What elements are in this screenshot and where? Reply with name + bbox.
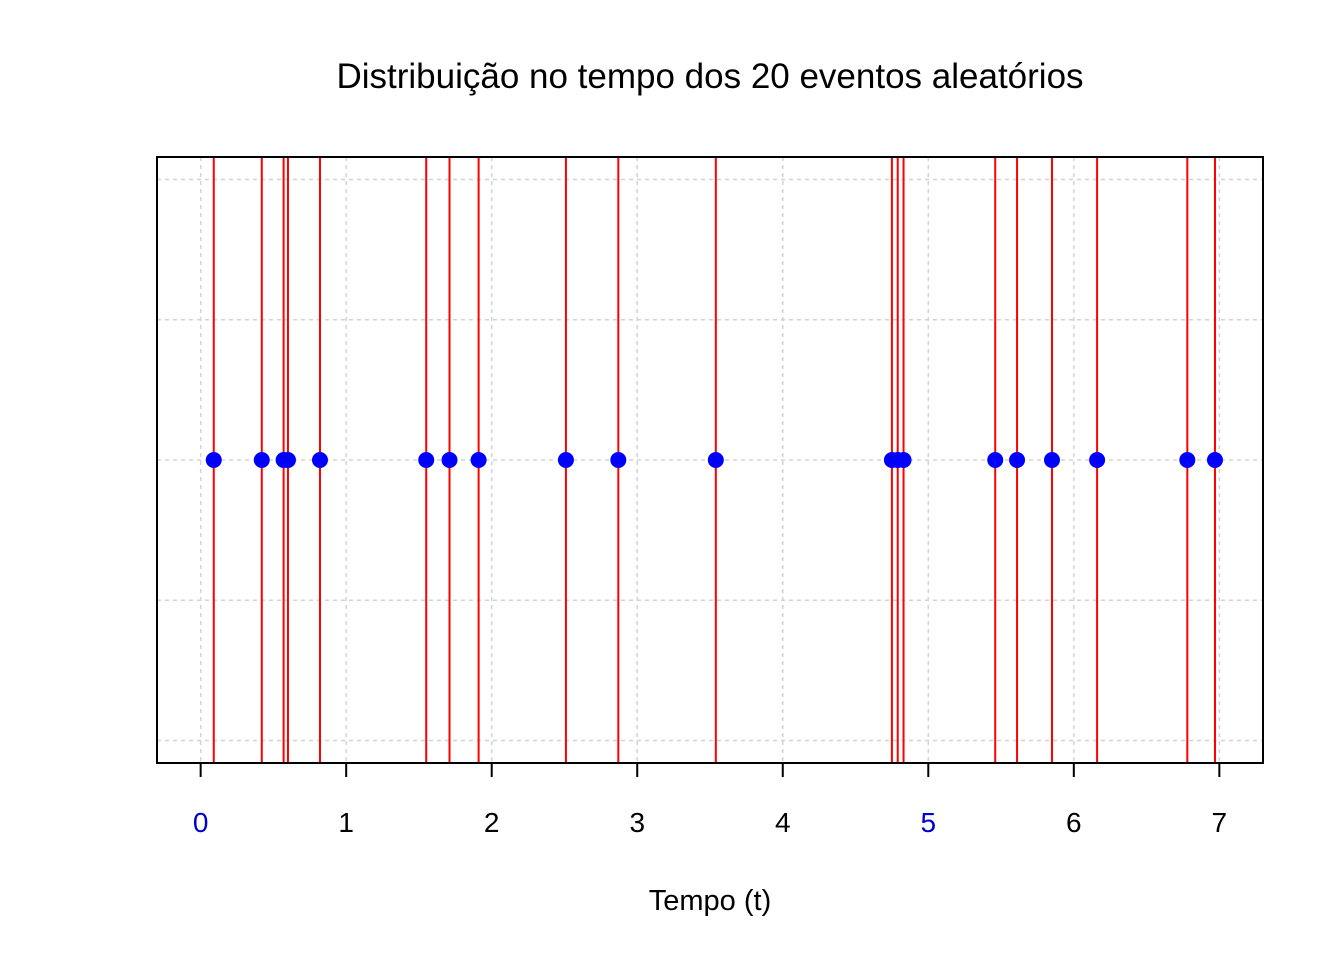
x-tick-label: 3 xyxy=(629,807,645,838)
event-point xyxy=(441,452,458,468)
x-tick-label: 7 xyxy=(1212,807,1228,838)
event-point xyxy=(987,452,1004,468)
x-tick-label: 0 xyxy=(193,807,209,838)
chart-title: Distribuição no tempo dos 20 eventos ale… xyxy=(336,57,1083,96)
event-point xyxy=(707,452,724,468)
event-point xyxy=(1043,452,1060,468)
x-tick-label: 4 xyxy=(775,807,791,838)
event-point xyxy=(1206,452,1223,468)
event-point xyxy=(610,452,627,468)
event-point xyxy=(253,452,270,468)
event-point xyxy=(311,452,328,468)
x-axis: 0 1 2 3 4 5 6 7 xyxy=(193,762,1228,838)
event-point xyxy=(1009,452,1026,468)
x-tick-label: 2 xyxy=(484,807,500,838)
event-point xyxy=(418,452,435,468)
event-point xyxy=(279,452,296,468)
x-tick-label: 5 xyxy=(921,807,937,838)
event-points xyxy=(205,452,1223,468)
event-point xyxy=(1089,452,1106,468)
event-point xyxy=(557,452,574,468)
event-point xyxy=(470,452,487,468)
x-tick-label: 1 xyxy=(338,807,354,838)
x-axis-label: Tempo (t) xyxy=(649,885,771,917)
x-tick-label: 6 xyxy=(1066,807,1082,838)
event-point xyxy=(1179,452,1196,468)
event-point xyxy=(205,452,222,468)
event-point xyxy=(895,452,912,468)
